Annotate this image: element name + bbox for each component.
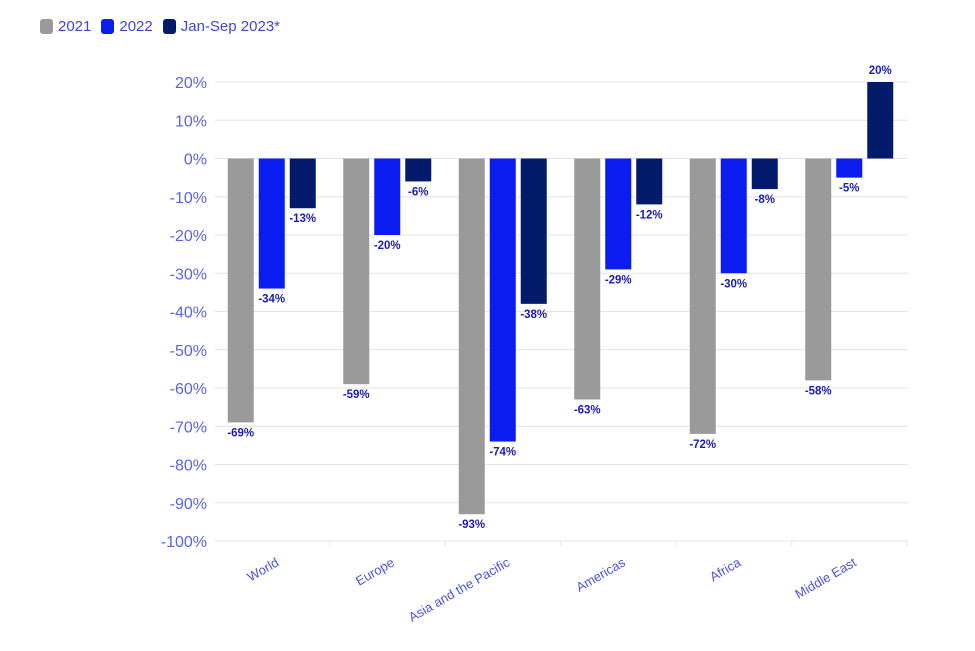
y-tick-label: 10% <box>175 113 207 130</box>
data-label-europe-2022: -20% <box>374 240 401 252</box>
bar-africa-2022 <box>720 158 747 274</box>
data-label-europe-2021: -59% <box>343 389 370 401</box>
y-tick-label: -90% <box>170 496 207 513</box>
y-tick-label: -40% <box>170 305 207 322</box>
y-tick-label: -80% <box>170 458 207 475</box>
legend-swatch-2023 <box>162 19 176 34</box>
data-label-africa-2021: -72% <box>689 439 716 451</box>
data-label-world-jan-sep-2023: -13% <box>289 213 316 225</box>
data-label-asia-and-the-pacific-2022: -74% <box>489 447 516 459</box>
data-label-middle-east-2022: -5% <box>839 183 859 195</box>
bar-world-jan-sep-2023 <box>289 158 316 209</box>
data-label-americas-2022: -29% <box>605 274 632 286</box>
bar-middle-east-2022 <box>836 158 863 178</box>
data-label-americas-2021: -63% <box>574 404 601 416</box>
legend-swatch-2022 <box>101 19 115 34</box>
y-tick-label: -10% <box>170 190 207 207</box>
bar-americas-jan-sep-2023 <box>636 158 663 205</box>
bar-world-2022 <box>258 158 285 289</box>
bar-europe-2022 <box>374 158 401 235</box>
data-label-middle-east-jan-sep-2023: 20% <box>869 65 892 77</box>
bar-world-2021 <box>227 158 254 423</box>
bar-africa-jan-sep-2023 <box>751 158 778 190</box>
y-tick-label: -70% <box>170 419 207 436</box>
x-tick-label-middle-east: Middle East <box>792 554 859 601</box>
bar-americas-2022 <box>605 158 632 270</box>
y-tick-label: -60% <box>170 381 207 398</box>
legend: 2021 2022 Jan-Sep 2023* <box>40 18 280 35</box>
legend-item-2023[interactable]: Jan-Sep 2023* <box>162 18 280 35</box>
bar-europe-jan-sep-2023 <box>405 158 432 182</box>
legend-label-2022: 2022 <box>119 18 153 35</box>
data-label-asia-and-the-pacific-2021: -93% <box>458 519 485 531</box>
data-label-world-2022: -34% <box>258 294 285 306</box>
y-tick-label: 0% <box>184 152 207 169</box>
bar-africa-2021 <box>689 158 716 434</box>
data-label-americas-jan-sep-2023: -12% <box>636 209 663 221</box>
y-tick-label: -50% <box>170 343 207 360</box>
data-label-europe-jan-sep-2023: -6% <box>408 186 428 198</box>
data-label-middle-east-2021: -58% <box>805 385 832 397</box>
data-label-asia-and-the-pacific-jan-sep-2023: -38% <box>520 309 547 321</box>
x-tick-label-africa: Africa <box>707 554 744 584</box>
data-label-africa-jan-sep-2023: -8% <box>755 194 775 206</box>
bar-europe-2021 <box>343 158 370 385</box>
data-label-africa-2022: -30% <box>720 278 747 290</box>
y-tick-label: -30% <box>170 266 207 283</box>
bar-middle-east-jan-sep-2023 <box>867 82 894 159</box>
legend-item-2022[interactable]: 2022 <box>101 18 153 35</box>
y-tick-label: -20% <box>170 228 207 245</box>
bar-asia-and-the-pacific-jan-sep-2023 <box>520 158 547 304</box>
legend-label-2021: 2021 <box>58 18 92 35</box>
y-tick-label: 20% <box>175 75 207 92</box>
legend-item-2021[interactable]: 2021 <box>40 18 91 35</box>
x-tick-label-americas: Americas <box>573 554 628 594</box>
legend-label-2023: Jan-Sep 2023* <box>180 18 280 35</box>
y-tick-label: -100% <box>161 534 207 551</box>
x-tick-label-europe: Europe <box>353 555 397 589</box>
data-label-world-2021: -69% <box>227 427 254 439</box>
bar-asia-and-the-pacific-2022 <box>489 158 516 442</box>
bar-middle-east-2021 <box>805 158 832 381</box>
bar-americas-2021 <box>574 158 601 400</box>
x-tick-label-asia-and-the-pacific: Asia and the Pacific <box>406 554 513 624</box>
legend-swatch-2021 <box>40 19 53 34</box>
bar-asia-and-the-pacific-2021 <box>458 158 485 515</box>
x-tick-label-world: World <box>245 555 282 585</box>
